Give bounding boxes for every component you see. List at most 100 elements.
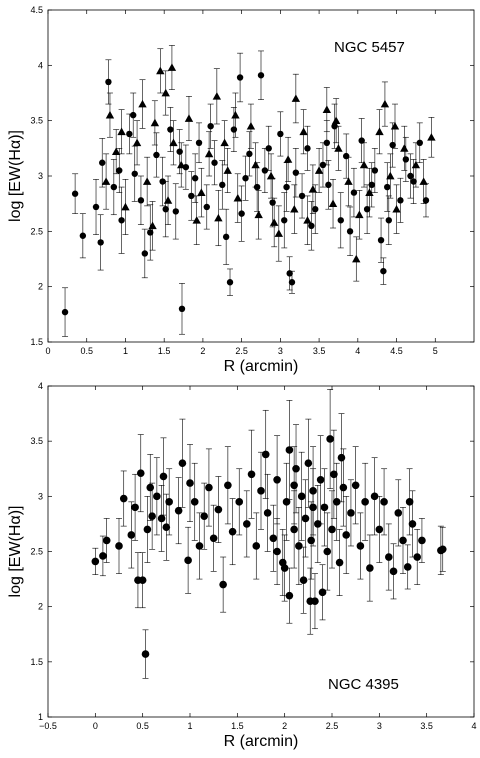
data-point-circle	[195, 542, 204, 550]
data-point-triangle	[177, 160, 186, 169]
data-point-circle	[371, 167, 379, 174]
data-point-triangle	[204, 149, 214, 158]
data-point-triangle	[308, 185, 318, 193]
data-point-circle	[380, 498, 388, 506]
data-point-circle	[318, 588, 327, 597]
data-point-triangle	[400, 144, 409, 152]
data-point-triangle	[352, 254, 361, 263]
data-point-triangle	[184, 114, 194, 122]
data-point-circle	[286, 270, 293, 277]
y-axis-title: log [EW(Hα)]	[7, 130, 24, 222]
data-point-circle	[243, 520, 251, 528]
data-point-triangle	[233, 193, 242, 202]
x-tick-label: 1.5	[158, 346, 171, 356]
x-tick-label: 3	[377, 721, 382, 731]
x-tick-label: 5	[433, 346, 438, 356]
x-tick-label: 0	[45, 346, 50, 356]
data-point-circle	[273, 475, 281, 484]
x-tick-label: 0	[93, 721, 98, 731]
data-point-circle	[261, 450, 270, 459]
data-point-circle	[366, 564, 374, 572]
data-point-circle	[190, 498, 199, 506]
data-point-circle	[224, 481, 232, 490]
data-point-triangle	[355, 210, 364, 219]
x-tick-label: 2	[282, 721, 287, 731]
data-point-circle	[214, 505, 223, 514]
data-point-circle	[131, 170, 138, 177]
data-point-triangle	[254, 210, 263, 219]
galaxy-label: NGC 4395	[328, 676, 399, 693]
y-axis-title: log [EW(Hα)]	[7, 506, 24, 598]
data-point-circle	[363, 206, 371, 213]
data-point-circle	[116, 167, 123, 174]
data-point-circle	[385, 553, 393, 561]
data-point-circle	[162, 523, 171, 532]
data-point-circle	[301, 514, 310, 523]
data-point-circle	[397, 197, 404, 204]
data-point-circle	[137, 197, 145, 204]
data-point-circle	[222, 233, 230, 241]
data-point-circle	[385, 217, 392, 224]
x-tick-label: 1	[123, 346, 128, 356]
data-point-circle	[246, 150, 253, 158]
data-point-circle	[325, 181, 332, 189]
data-point-circle	[320, 503, 329, 512]
y-tick-label: 3	[38, 491, 43, 501]
data-point-triangle	[266, 171, 276, 180]
x-tick-label: 0.5	[136, 721, 149, 731]
data-point-circle	[115, 542, 123, 550]
data-point-circle	[319, 161, 327, 169]
data-point-circle	[203, 203, 210, 211]
data-point-circle	[257, 487, 265, 495]
data-point-circle	[148, 512, 156, 520]
data-point-circle	[118, 217, 125, 224]
data-point-circle	[165, 498, 173, 506]
data-point-circle	[389, 141, 396, 149]
data-point-triangle	[386, 171, 395, 180]
data-point-circle	[159, 178, 166, 185]
data-point-circle	[146, 483, 155, 492]
data-point-triangle	[223, 166, 232, 174]
data-point-triangle	[163, 196, 173, 204]
data-point-triangle	[344, 177, 353, 185]
data-point-circle	[283, 183, 290, 191]
data-point-circle	[347, 509, 355, 517]
data-point-circle	[342, 531, 351, 539]
data-point-triangle	[322, 105, 332, 113]
data-point-triangle	[132, 138, 142, 147]
data-point-triangle	[138, 99, 147, 108]
data-point-circle	[330, 470, 338, 479]
data-point-circle	[350, 189, 358, 196]
y-tick-label: 3	[38, 171, 43, 181]
y-tick-label: 2.5	[30, 547, 43, 557]
data-point-triangle	[380, 99, 390, 108]
data-point-circle	[269, 534, 278, 543]
series-triangles	[101, 45, 436, 282]
ngc5457-scatter-plot: 0 0.5 1 1.5 2 2.5 3 3.5 4 4.5 5 1.5 2 2.5 3 3.5 4 4.5 R (a…	[7, 5, 475, 375]
data-point-circle	[351, 481, 360, 490]
data-point-circle	[99, 552, 107, 560]
data-point-triangle	[427, 133, 436, 141]
data-point-circle	[377, 236, 385, 244]
data-point-circle	[438, 545, 447, 554]
data-point-triangle	[148, 221, 157, 230]
data-point-triangle	[328, 199, 338, 208]
data-point-triangle	[105, 110, 115, 119]
y-tick-label: 1	[38, 712, 43, 722]
data-point-circle	[186, 479, 194, 487]
data-point-circle	[297, 492, 306, 501]
data-point-triangle	[101, 177, 111, 185]
data-point-circle	[61, 308, 69, 316]
data-point-circle	[295, 542, 303, 550]
y-tick-label: 1.5	[30, 657, 43, 667]
x-tick-label: 3.5	[420, 721, 433, 731]
data-point-circle	[178, 459, 187, 468]
data-point-circle	[143, 525, 152, 534]
data-point-circle	[127, 531, 136, 539]
data-point-circle	[191, 175, 199, 182]
data-point-circle	[328, 525, 336, 534]
data-point-circle	[97, 239, 104, 246]
data-point-triangle	[390, 122, 400, 130]
x-tick-label: 2	[200, 346, 205, 356]
data-point-circle	[394, 509, 403, 517]
